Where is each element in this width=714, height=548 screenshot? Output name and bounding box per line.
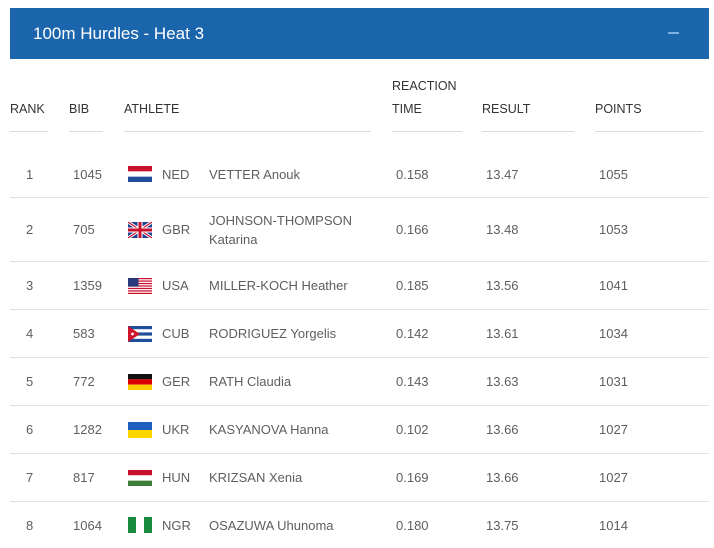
points-cell: 1055 bbox=[599, 166, 628, 182]
reaction-time-cell: 0.180 bbox=[396, 517, 429, 533]
athlete-name-link[interactable]: MILLER-KOCH Heather bbox=[209, 278, 348, 293]
nationality-cell: USA bbox=[162, 278, 189, 293]
heat-title: 100m Hurdles - Heat 3 bbox=[33, 23, 205, 43]
result-cell: 13.61 bbox=[486, 326, 519, 341]
athlete-name-link[interactable]: JOHNSON-THOMPSON Katarina bbox=[209, 212, 352, 247]
heat-header[interactable]: 100m Hurdles - Heat 3 bbox=[10, 8, 709, 59]
column-header-result[interactable]: RESULT bbox=[482, 82, 574, 132]
column-header-athlete[interactable]: ATHLETE bbox=[124, 82, 371, 132]
bib-cell: 817 bbox=[73, 470, 95, 485]
flag-nigeria-icon bbox=[128, 502, 154, 548]
bib-cell: 1045 bbox=[73, 166, 102, 182]
flag-netherlands-icon bbox=[128, 151, 154, 197]
column-header-reaction-label: REACTION TIME bbox=[392, 75, 457, 121]
column-header-reaction-line2: TIME bbox=[392, 102, 422, 116]
flag-great-britain-icon bbox=[128, 198, 154, 261]
result-cell: 13.48 bbox=[486, 222, 519, 237]
column-header-points-label: POINTS bbox=[595, 102, 642, 116]
table-row[interactable]: 8 1064 NGR OSAZUWA Uhunoma 0.180 13.75 1014 bbox=[10, 502, 709, 548]
athlete-name-link[interactable]: VETTER Anouk bbox=[209, 166, 301, 182]
flag-cuba-icon bbox=[128, 310, 154, 357]
nationality-cell: GBR bbox=[162, 222, 191, 237]
reaction-time-cell: 0.143 bbox=[396, 374, 429, 389]
nationality-cell: NED bbox=[162, 166, 190, 182]
bib-cell: 772 bbox=[73, 374, 95, 389]
athlete-name-link[interactable]: OSAZUWA Uhunoma bbox=[209, 517, 334, 533]
column-header-athlete-label: ATHLETE bbox=[124, 102, 180, 116]
athlete-name-link[interactable]: RATH Claudia bbox=[209, 374, 292, 389]
nationality-cell: GER bbox=[162, 374, 191, 389]
result-cell: 13.63 bbox=[486, 374, 519, 389]
bib-cell: 1064 bbox=[73, 517, 102, 533]
nationality-cell: CUB bbox=[162, 326, 190, 341]
table-row[interactable]: 6 1282 UKR KASYANOVA Hanna 0.102 13.66 1027 bbox=[10, 406, 709, 454]
table-row[interactable]: 3 1359 USA MILLER-KOCH Heather 0.185 13.56 104… bbox=[10, 262, 709, 310]
column-header-reaction-line1: REACTION bbox=[392, 79, 457, 93]
result-cell: 13.66 bbox=[486, 422, 519, 437]
reaction-time-cell: 0.166 bbox=[396, 222, 429, 237]
table-row[interactable]: 4 583 CUB RODRIGUEZ Yorgelis 0.142 13.61 1034 bbox=[10, 310, 709, 358]
points-cell: 1034 bbox=[599, 326, 628, 341]
column-header-rank-label: RANK bbox=[10, 102, 45, 116]
nationality-cell: HUN bbox=[162, 470, 191, 485]
rank-cell: 1 bbox=[26, 166, 34, 182]
reaction-time-cell: 0.142 bbox=[396, 326, 429, 341]
result-cell: 13.75 bbox=[486, 517, 519, 533]
column-header-reaction-time[interactable]: REACTION TIME bbox=[392, 79, 462, 132]
result-cell: 13.56 bbox=[486, 278, 519, 293]
table-row[interactable]: 1 1045 NED VETTER Anouk 0.158 13.47 1055 bbox=[10, 151, 709, 198]
table-row[interactable]: 5 772 GER RATH Claudia 0.143 13.63 1031 bbox=[10, 358, 709, 406]
points-cell: 1041 bbox=[599, 278, 628, 293]
athlete-name-link[interactable]: KASYANOVA Hanna bbox=[209, 422, 329, 437]
result-cell: 13.47 bbox=[486, 166, 519, 182]
rank-cell: 5 bbox=[26, 374, 34, 389]
rank-cell: 4 bbox=[26, 326, 34, 341]
athlete-name-link[interactable]: KRIZSAN Xenia bbox=[209, 470, 303, 485]
nationality-cell: NGR bbox=[162, 517, 191, 533]
table-row[interactable]: 2 705 GBR JOHNSON-THOMPSON Katarina 0.166 13.… bbox=[10, 198, 709, 262]
column-divider bbox=[595, 131, 703, 132]
column-header-result-label: RESULT bbox=[482, 102, 531, 116]
flag-hungary-icon bbox=[128, 454, 154, 501]
reaction-time-cell: 0.169 bbox=[396, 470, 429, 485]
column-header-rank[interactable]: RANK bbox=[10, 82, 48, 132]
column-divider bbox=[392, 131, 462, 132]
collapse-icon[interactable] bbox=[668, 32, 679, 34]
column-header-points[interactable]: POINTS bbox=[595, 82, 703, 132]
nationality-cell: UKR bbox=[162, 422, 190, 437]
rank-cell: 6 bbox=[26, 422, 34, 437]
points-cell: 1027 bbox=[599, 470, 628, 485]
flag-usa-icon bbox=[128, 262, 154, 309]
result-cell: 13.66 bbox=[486, 470, 519, 485]
flag-germany-icon bbox=[128, 358, 154, 405]
rank-cell: 3 bbox=[26, 278, 34, 293]
column-divider bbox=[69, 131, 103, 132]
reaction-time-cell: 0.102 bbox=[396, 422, 429, 437]
table-row[interactable]: 7 817 HUN KRIZSAN Xenia 0.169 13.66 1027 bbox=[10, 454, 709, 502]
rank-cell: 7 bbox=[26, 470, 34, 485]
rank-cell: 8 bbox=[26, 517, 34, 533]
reaction-time-cell: 0.185 bbox=[396, 278, 429, 293]
column-divider bbox=[482, 131, 574, 132]
points-cell: 1031 bbox=[599, 374, 628, 389]
bib-cell: 1359 bbox=[73, 278, 102, 293]
bib-cell: 705 bbox=[73, 222, 95, 237]
column-divider bbox=[124, 131, 371, 132]
column-header-bib[interactable]: BIB bbox=[69, 82, 103, 132]
reaction-time-cell: 0.158 bbox=[396, 166, 429, 182]
points-cell: 1053 bbox=[599, 222, 628, 237]
bib-cell: 1282 bbox=[73, 422, 102, 437]
column-divider bbox=[10, 131, 48, 132]
flag-ukraine-icon bbox=[128, 406, 154, 453]
points-cell: 1027 bbox=[599, 422, 628, 437]
rank-cell: 2 bbox=[26, 222, 34, 237]
points-cell: 1014 bbox=[599, 517, 628, 533]
bib-cell: 583 bbox=[73, 326, 95, 341]
athlete-name-link[interactable]: RODRIGUEZ Yorgelis bbox=[209, 326, 337, 341]
column-header-bib-label: BIB bbox=[69, 102, 90, 116]
